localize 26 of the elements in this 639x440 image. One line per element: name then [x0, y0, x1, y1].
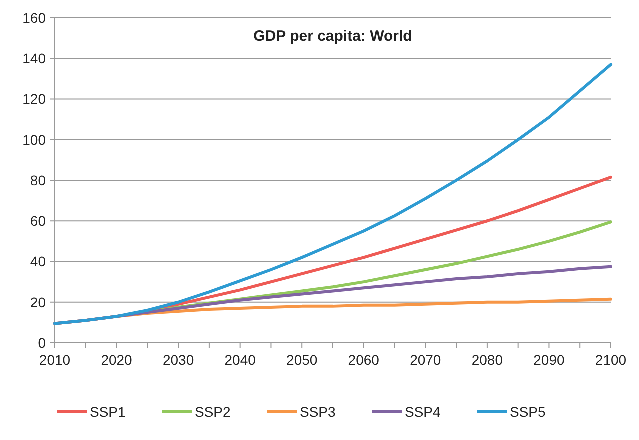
legend-label: SSP3 — [300, 404, 336, 420]
x-tick-label: 2010 — [39, 352, 71, 368]
x-tick-label: 2030 — [162, 352, 194, 368]
x-tick-label: 2090 — [534, 352, 566, 368]
y-tick-label: 80 — [30, 172, 46, 188]
x-tick-label: 2020 — [101, 352, 133, 368]
x-tick-label: 2100 — [595, 352, 627, 368]
legend-label: SSP4 — [405, 404, 442, 420]
x-tick-label: 2070 — [410, 352, 442, 368]
line-series — [54, 63, 612, 326]
legend-label: SSP1 — [90, 404, 126, 420]
x-tick-label: 2050 — [286, 352, 318, 368]
x-tick-label: 2080 — [472, 352, 504, 368]
y-tick-label: 140 — [22, 50, 46, 67]
y-tick-label: 120 — [22, 91, 46, 108]
legend-label: SSP2 — [195, 404, 232, 420]
y-tick-label: 0 — [38, 334, 46, 351]
x-tick-label: 2060 — [348, 352, 380, 368]
y-tick-label: 100 — [22, 132, 46, 148]
legend-label: SSP5 — [510, 404, 546, 420]
text: GDP per capita: World — [254, 28, 412, 45]
y-tick-label: 40 — [30, 254, 46, 270]
y-tick-label: 160 — [22, 10, 46, 26]
x-tick-label: 2040 — [224, 352, 256, 368]
y-tick-label: 20 — [30, 294, 46, 310]
y-tick-label: 60 — [30, 213, 46, 230]
